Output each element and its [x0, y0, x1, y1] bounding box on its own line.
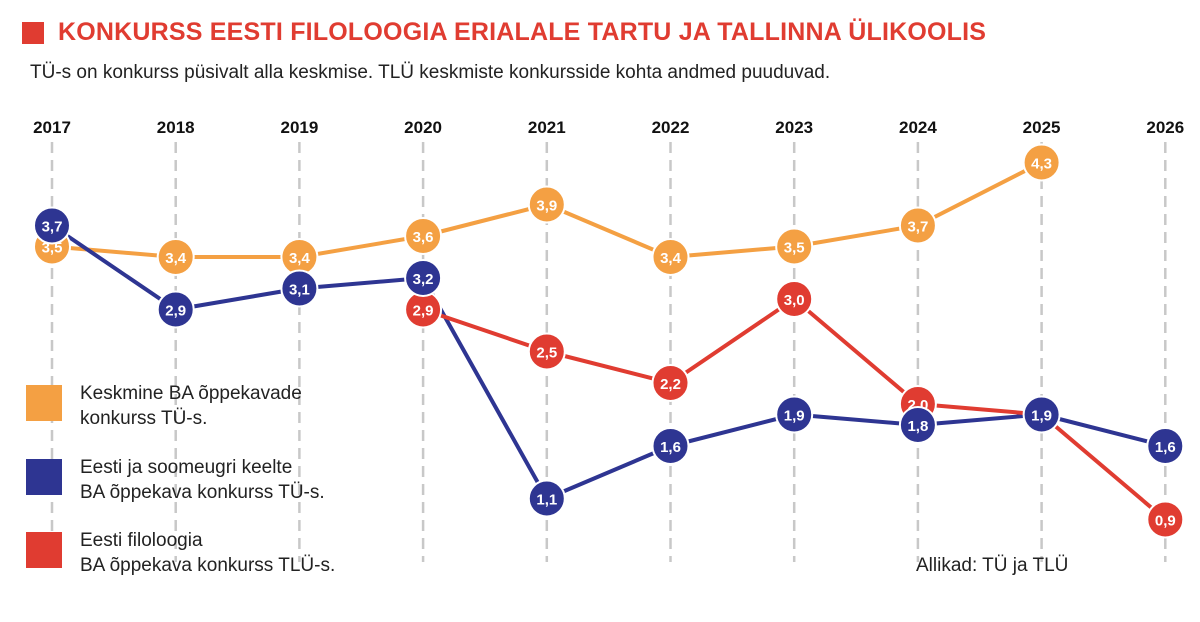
data-label-1-2026: 1,6 [1155, 439, 1176, 456]
data-point-2-2022 [651, 364, 690, 402]
data-point-1-2017 [33, 206, 71, 245]
data-label-0-2022: 3,4 [660, 250, 682, 267]
data-label-2-2026: 0,9 [1155, 513, 1176, 530]
data-label-1-2019: 3,1 [289, 282, 310, 299]
data-point-0-2024 [898, 206, 937, 245]
x-tick-label-2021: 2021 [528, 118, 566, 137]
data-label-0-2021: 3,9 [536, 198, 557, 215]
x-tick-label-2025: 2025 [1023, 118, 1061, 137]
data-label-1-2024: 1,8 [907, 418, 928, 435]
data-point-2-2021 [527, 332, 566, 371]
data-point-0-2022 [651, 238, 690, 276]
legend-label-blue: Eesti ja soomeugri keelte BA õppekava ko… [80, 457, 325, 503]
title-row: KONKURSS EESTI FILOLOOGIA ERIALALE TARTU… [22, 18, 986, 47]
legend-item-red: Eesti filoloogia BA õppekava konkurss TL… [26, 528, 406, 578]
chart-title: KONKURSS EESTI FILOLOOGIA ERIALALE TARTU… [58, 18, 987, 46]
x-tick-label-2023: 2023 [775, 118, 813, 137]
series-line-1-0 [50, 223, 1166, 501]
data-point-1-2024 [898, 406, 937, 444]
data-label-1-2021: 1,1 [536, 492, 557, 509]
data-point-2-2026 [1146, 500, 1185, 539]
data-point-1-2026 [1146, 427, 1185, 465]
data-label-2-2023: 3,0 [784, 292, 805, 309]
data-point-0-2023 [775, 227, 814, 266]
legend-swatch-blue [26, 459, 62, 495]
x-tick-label-2017: 2017 [33, 118, 71, 137]
data-point-1-2025 [1022, 395, 1061, 434]
x-tick-label-2018: 2018 [157, 118, 195, 137]
data-label-2-2020: 2,9 [413, 303, 434, 320]
x-tick-label-2024: 2024 [899, 118, 937, 137]
x-tick-label-2020: 2020 [404, 118, 442, 137]
data-label-0-2023: 3,5 [784, 240, 805, 257]
data-label-1-2023: 1,9 [784, 408, 805, 425]
legend-swatch-red [26, 532, 62, 568]
x-tick-label-2026: 2026 [1146, 118, 1184, 137]
legend-label-orange: Keskmine BA õppekavade konkurss TÜ-s. [80, 383, 302, 429]
data-label-0-2025: 4,3 [1031, 156, 1052, 173]
data-label-1-2018: 2,9 [165, 303, 186, 320]
data-point-0-2018 [156, 238, 195, 276]
data-point-1-2023 [775, 395, 814, 434]
data-point-1-2020 [404, 259, 443, 297]
source-note: Allikad: TÜ ja TLÜ [916, 555, 1069, 576]
data-label-0-2020: 3,6 [413, 229, 434, 246]
data-point-1-2019 [280, 269, 319, 308]
title-marker [22, 21, 44, 44]
data-label-2-2021: 2,5 [536, 345, 557, 362]
data-point-1-2021 [527, 479, 566, 518]
data-point-0-2020 [404, 217, 443, 255]
data-point-0-2025 [1022, 143, 1061, 182]
data-label-1-2020: 3,2 [413, 271, 434, 288]
legend-label-red: Eesti filoloogia BA õppekava konkurss TL… [80, 530, 336, 576]
data-label-0-2019: 3,4 [289, 250, 311, 267]
x-tick-label-2019: 2019 [280, 118, 318, 137]
data-point-1-2018 [156, 290, 195, 329]
data-label-1-2022: 1,6 [660, 439, 681, 456]
chart-subtitle: TÜ-s on konkurss püsivalt alla keskmise.… [30, 62, 831, 83]
data-label-0-2024: 3,7 [907, 219, 928, 236]
data-label-1-2025: 1,9 [1031, 408, 1052, 425]
data-label-1-2017: 3,7 [42, 219, 63, 236]
data-label-0-2018: 3,4 [165, 250, 187, 267]
x-tick-label-2022: 2022 [652, 118, 690, 137]
data-point-0-2021 [527, 185, 566, 224]
legend-item-orange: Keskmine BA õppekavade konkurss TÜ-s. [26, 381, 406, 431]
data-label-2-2022: 2,2 [660, 376, 681, 393]
data-point-1-2022 [651, 427, 690, 465]
data-point-2-2023 [775, 280, 814, 318]
legend-item-blue: Eesti ja soomeugri keelte BA õppekava ko… [26, 455, 406, 505]
legend-swatch-orange [26, 385, 62, 421]
